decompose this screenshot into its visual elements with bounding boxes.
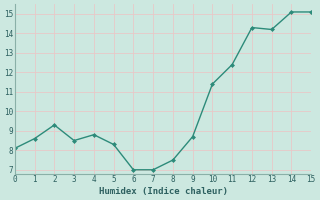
X-axis label: Humidex (Indice chaleur): Humidex (Indice chaleur) <box>99 187 228 196</box>
